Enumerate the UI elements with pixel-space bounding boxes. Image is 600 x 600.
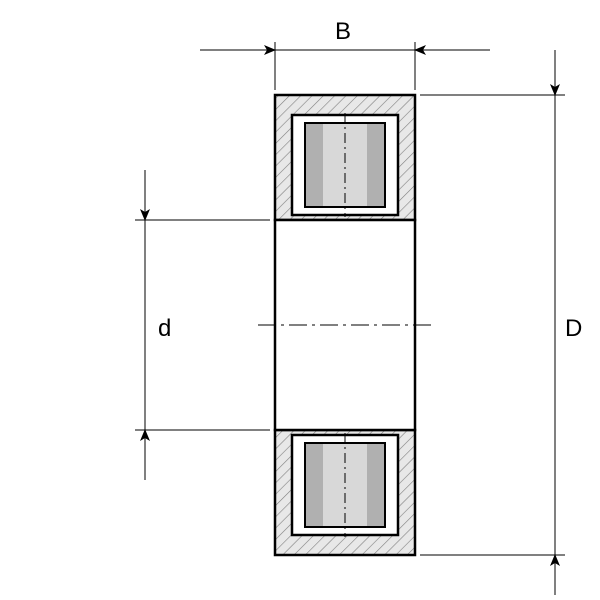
bearing-svg [0,0,600,600]
label-D: D [565,315,582,343]
bearing-diagram: B d D [0,0,600,600]
label-B: B [335,18,351,46]
dimension-d [135,170,270,480]
label-d: d [158,315,171,343]
dimension-D [420,50,565,595]
roller-top [305,113,385,217]
roller-bottom [305,433,385,537]
dimension-B [200,42,490,90]
